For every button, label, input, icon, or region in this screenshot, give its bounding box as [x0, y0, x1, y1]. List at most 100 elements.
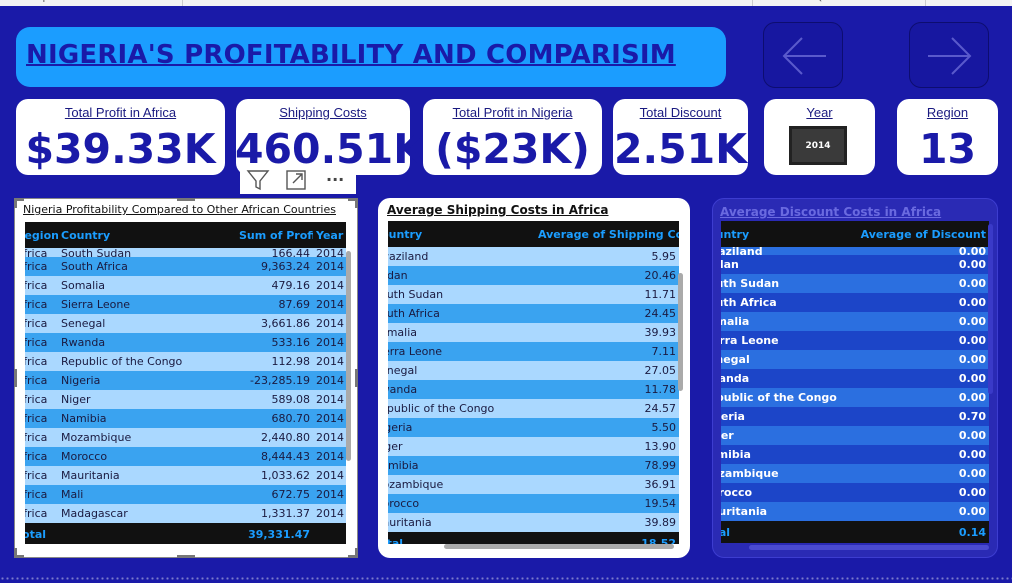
discount-table-visual[interactable]: Average Discount Costs in Africa Country…: [712, 198, 998, 558]
year-dropdown[interactable]: 2014: [789, 126, 847, 165]
column-header[interactable]: Country: [388, 221, 535, 247]
card-total-discount[interactable]: Total Discount 2.51K: [613, 99, 748, 175]
resize-handle[interactable]: [14, 198, 17, 208]
focus-mode-icon[interactable]: [284, 168, 308, 192]
table-row[interactable]: Senegal0.00: [721, 350, 989, 369]
table-row[interactable]: Niger13.90: [388, 437, 679, 456]
resize-handle[interactable]: [348, 198, 358, 201]
resize-handle[interactable]: [14, 198, 24, 201]
column-header[interactable]: Year: [313, 222, 346, 248]
total-cell: 0.14: [857, 521, 989, 543]
table-cell: Morocco: [721, 483, 857, 502]
card-region[interactable]: Region 13: [897, 99, 998, 175]
table-row[interactable]: Mozambique0.00: [721, 464, 989, 483]
shipping-table-visual[interactable]: Average Shipping Costs in Africa Country…: [378, 198, 690, 558]
table-header-row: CountryAverage of Shipping Cost: [388, 221, 679, 247]
total-cell: Total: [721, 521, 857, 543]
resize-handle[interactable]: [14, 548, 17, 558]
table-cell: South Sudan: [388, 285, 535, 304]
table-cell: 0.00: [857, 274, 989, 293]
column-header[interactable]: Sum of Profit: [236, 222, 313, 248]
year-slicer[interactable]: Year 2014: [764, 99, 875, 175]
horizontal-scrollbar[interactable]: [444, 544, 674, 549]
table-row[interactable]: Niger0.00: [721, 426, 989, 445]
ribbon-clipboard[interactable]: Clipboard: [30, 0, 78, 3]
column-header[interactable]: Country: [721, 221, 857, 247]
table-cell: 0.00: [857, 331, 989, 350]
table-row[interactable]: Sudan20.46: [388, 266, 679, 285]
table-cell: 2014: [313, 295, 346, 314]
table-row[interactable]: Morocco0.00: [721, 483, 989, 502]
column-header[interactable]: Region: [25, 222, 58, 248]
horizontal-scrollbar[interactable]: [749, 545, 989, 550]
column-header[interactable]: Average of Shipping Cost: [535, 221, 679, 247]
table-row[interactable]: Rwanda0.00: [721, 369, 989, 388]
resize-handle[interactable]: [355, 369, 358, 387]
table-row[interactable]: Swaziland0.00: [721, 247, 989, 255]
resize-handle[interactable]: [14, 555, 24, 558]
more-options-icon[interactable]: ...: [326, 166, 345, 185]
filter-icon[interactable]: [246, 168, 270, 192]
table-row[interactable]: Somalia0.00: [721, 312, 989, 331]
card-shipping-costs[interactable]: Shipping Costs 460.51K: [235, 99, 425, 175]
table-row[interactable]: Senegal27.05: [388, 361, 679, 380]
resize-handle[interactable]: [355, 198, 358, 208]
resize-handle[interactable]: [177, 198, 195, 201]
ribbon-data[interactable]: Data: [452, 0, 476, 3]
resize-handle[interactable]: [177, 555, 195, 558]
card-value: ($23K): [435, 125, 590, 173]
table-row[interactable]: Mauritania0.00: [721, 502, 989, 521]
column-header[interactable]: Average of Discount: [857, 221, 989, 247]
resize-handle[interactable]: [14, 369, 17, 387]
column-header[interactable]: Country: [58, 222, 236, 248]
table-row[interactable]: Namibia78.99: [388, 456, 679, 475]
card-total-profit-africa[interactable]: Total Profit in Africa $39.33K: [16, 99, 225, 175]
card-total-profit-nigeria[interactable]: Total Profit in Nigeria ($23K): [423, 99, 602, 175]
back-button[interactable]: [763, 22, 843, 88]
table-row[interactable]: Nigeria0.70: [721, 407, 989, 426]
table-row[interactable]: Nigeria5.50: [388, 418, 679, 437]
vertical-scrollbar[interactable]: [988, 224, 993, 394]
table-cell: 2014: [313, 333, 346, 352]
table-cell: 1,033.62: [236, 466, 313, 485]
table-row[interactable]: Morocco19.54: [388, 494, 679, 513]
resize-handle[interactable]: [348, 555, 358, 558]
vertical-scrollbar[interactable]: [346, 251, 351, 461]
ribbon-queries[interactable]: Queries: [815, 0, 854, 3]
table-row[interactable]: Mauritania39.89: [388, 513, 679, 532]
resize-handle[interactable]: [355, 548, 358, 558]
table-row[interactable]: Namibia0.00: [721, 445, 989, 464]
table-row[interactable]: Mozambique36.91: [388, 475, 679, 494]
profit-table-visual[interactable]: Nigeria Profitability Compared to Other …: [14, 198, 358, 558]
table-row[interactable]: Rwanda11.78: [388, 380, 679, 399]
vertical-scrollbar[interactable]: [678, 273, 683, 391]
table-row[interactable]: Swaziland5.95: [388, 247, 679, 266]
forward-button[interactable]: [909, 22, 989, 88]
table-row[interactable]: Somalia39.93: [388, 323, 679, 342]
table-cell: 0.00: [857, 312, 989, 331]
